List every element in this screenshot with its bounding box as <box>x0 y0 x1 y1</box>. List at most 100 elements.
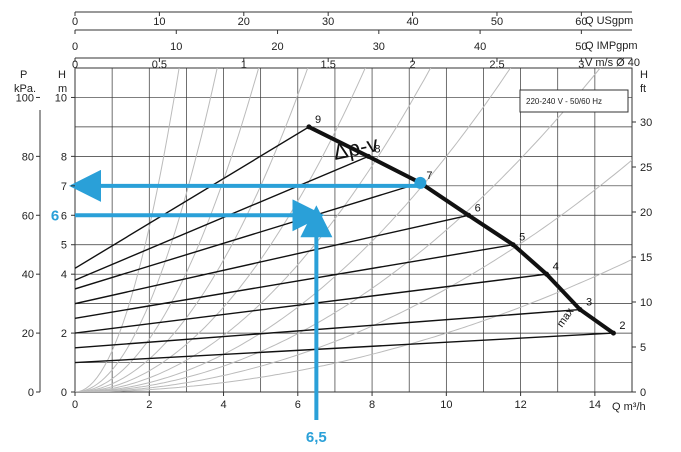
y-axis-ft-unit-2: ft <box>640 83 646 95</box>
usgpm-tick-label: 10 <box>153 16 165 28</box>
system-curve <box>75 159 632 392</box>
curve-point-label-2: 2 <box>619 320 625 332</box>
impgpm-tick-label: 30 <box>373 41 385 53</box>
y-axis-h-unit-1: H <box>58 69 66 81</box>
system-curve <box>75 68 218 392</box>
system-curve <box>75 68 432 392</box>
h-tick-label: 5 <box>61 240 67 252</box>
velocity-tick-label: 0 <box>72 59 78 71</box>
impgpm-tick-label: 0 <box>72 41 78 53</box>
impgpm-tick-label: 10 <box>170 41 182 53</box>
system-curve <box>75 68 601 392</box>
usgpm-tick-label: 0 <box>72 16 78 28</box>
control-curve-point-labels: 9 8 7 6 5 4 3 2 <box>306 114 626 336</box>
top-axis-usgpm-unit: Q USgpm <box>585 15 633 27</box>
y-axis-p-ticks: 0 20 40 60 80 100 <box>16 92 40 399</box>
curve-point-label-3: 3 <box>586 297 592 309</box>
curve-point-2 <box>610 330 616 336</box>
top-axis-impgpm-ticks: 0 10 20 30 40 50 <box>72 30 587 53</box>
y-axis-h-unit-2: m <box>58 83 67 95</box>
usgpm-tick-label: 60 <box>575 16 587 28</box>
setting-lines <box>75 126 614 364</box>
top-axis-velocity-unit: V m/s Ø 40 <box>585 57 640 69</box>
x-tick-label: 12 <box>514 399 526 411</box>
example-head-label: 6 <box>51 207 59 224</box>
usgpm-tick-label: 20 <box>238 16 250 28</box>
p-tick-label: 60 <box>22 210 34 222</box>
system-curve <box>75 68 512 392</box>
h-tick-label: 6 <box>61 210 67 222</box>
x-tick-label: 2 <box>146 399 152 411</box>
p-tick-label: 100 <box>16 92 34 104</box>
curve-point-label-7: 7 <box>426 170 432 182</box>
curve-point-6 <box>466 212 472 218</box>
curve-point-5 <box>510 242 516 248</box>
p-tick-label: 40 <box>22 269 34 281</box>
usgpm-tick-label: 30 <box>322 16 334 28</box>
y-axis-p-unit-2: kPa. <box>14 83 36 95</box>
h-tick-label: 2 <box>61 328 67 340</box>
impgpm-tick-label: 40 <box>474 41 486 53</box>
x-axis-unit: Q m³/h <box>612 401 646 413</box>
x-tick-label: 14 <box>589 399 601 411</box>
h-tick-label: 10 <box>55 92 67 104</box>
h-tick-label: 0 <box>61 387 67 399</box>
curve-point-label-9: 9 <box>315 114 321 126</box>
x-tick-label: 4 <box>220 399 226 411</box>
setting-line-9 <box>75 126 310 269</box>
curve-point-4 <box>544 271 550 277</box>
example-operating-point <box>414 176 427 189</box>
top-axis-impgpm-unit: Q IMPgpm <box>585 40 638 52</box>
system-curve <box>75 259 632 392</box>
impgpm-tick-label: 20 <box>271 41 283 53</box>
curve-point-label-8: 8 <box>374 143 380 155</box>
curve-point-3 <box>577 307 583 313</box>
h-tick-label: 7 <box>61 181 67 193</box>
voltage-box-label: 220-240 V - 50/60 Hz <box>526 97 602 106</box>
y-axis-ft-ticks: 0 5 10 15 20 25 30 <box>632 117 652 399</box>
curve-point-label-5: 5 <box>519 232 525 244</box>
ft-tick-label: 30 <box>640 117 652 129</box>
curve-point-8 <box>365 153 371 159</box>
setting-line-2 <box>75 332 614 364</box>
setting-line-3 <box>75 308 581 349</box>
plot-area <box>74 67 633 393</box>
ft-tick-label: 20 <box>640 207 652 219</box>
curve-point-label-4: 4 <box>553 261 559 273</box>
curve-point-9 <box>306 124 312 130</box>
usgpm-tick-label: 40 <box>406 16 418 28</box>
setting-line-8 <box>75 155 369 281</box>
x-tick-label: 0 <box>72 399 78 411</box>
setting-line-4 <box>75 273 547 334</box>
setting-line-7 <box>75 182 421 290</box>
control-curve-dp-v <box>308 125 615 335</box>
x-axis-ticks: 0 2 4 6 8 10 12 14 <box>72 392 601 411</box>
h-tick-label: 4 <box>61 269 67 281</box>
ft-tick-label: 25 <box>640 162 652 174</box>
y-axis-ft-unit-1: H <box>640 69 648 81</box>
impgpm-tick-label: 50 <box>575 41 587 53</box>
p-tick-label: 20 <box>22 328 34 340</box>
p-tick-label: 0 <box>28 387 34 399</box>
ft-tick-label: 15 <box>640 252 652 264</box>
system-curve <box>75 68 309 392</box>
velocity-tick-label: 1 <box>241 59 247 71</box>
top-axis-usgpm-ticks: 0 10 20 30 40 50 60 <box>72 12 587 28</box>
voltage-box <box>519 89 629 113</box>
setting-line-5 <box>75 244 514 320</box>
y-axis-p-unit-1: P <box>20 69 27 81</box>
system-curve <box>75 68 366 392</box>
velocity-tick-label: 2 <box>410 59 416 71</box>
example-annotation: 6,56 <box>51 169 427 446</box>
p-tick-label: 80 <box>22 151 34 163</box>
x-tick-label: 10 <box>440 399 452 411</box>
h-tick-label: 8 <box>61 151 67 163</box>
ft-tick-label: 5 <box>640 342 646 354</box>
curve-point-label-6: 6 <box>475 202 481 214</box>
x-tick-label: 8 <box>369 399 375 411</box>
velocity-tick-label: 3 <box>578 59 584 71</box>
example-flow-label: 6,5 <box>306 429 327 446</box>
y-axis-h-ticks: 0 2 4 5 6 7 8 10 <box>55 92 75 399</box>
system-curve <box>75 68 180 392</box>
